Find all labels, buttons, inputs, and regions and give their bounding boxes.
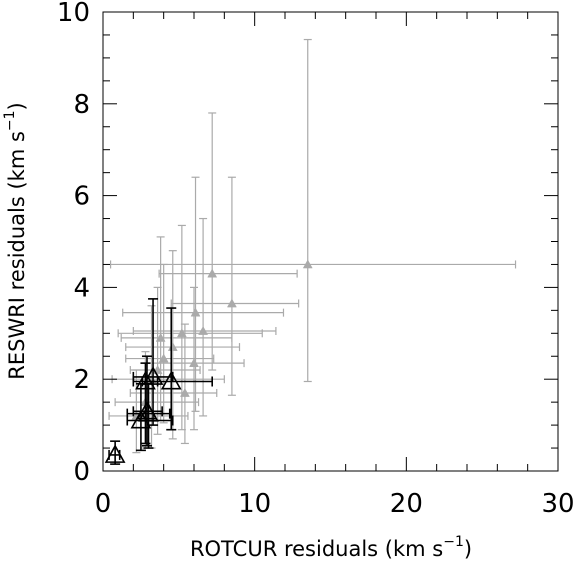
- filled-triangle-point: [132, 217, 277, 417]
- x-tick-label: 30: [541, 489, 574, 519]
- filled-triangle-marker: [179, 387, 190, 397]
- filled-triangle-point: [158, 112, 298, 371]
- filled-triangle-marker: [190, 307, 201, 317]
- y-tick-label: 4: [73, 273, 90, 303]
- x-axis-label: ROTCUR residuals (km s−1): [190, 534, 472, 561]
- y-tick-label: 10: [57, 0, 90, 28]
- filled-triangle-point: [109, 38, 517, 383]
- open-triangle-point: [104, 440, 126, 465]
- x-tick-label: 20: [390, 489, 423, 519]
- axes: 0 10 20 30 0 2 4 6 8 10: [57, 0, 575, 519]
- open-triangle-point: [132, 355, 163, 447]
- filled-triangle-point: [170, 176, 300, 396]
- filled-triangle-marker: [176, 328, 187, 338]
- filled-triangle-marker: [155, 332, 166, 342]
- x-tick-label: 0: [95, 489, 112, 519]
- filled-triangle-marker: [302, 259, 313, 269]
- filled-triangle-point: [125, 263, 215, 424]
- filled-triangle-point: [117, 224, 263, 431]
- filled-triangle-marker: [226, 298, 237, 308]
- plot-area: [104, 38, 517, 465]
- open-triangle-marker: [142, 366, 164, 385]
- open-triangle-marker: [160, 370, 182, 390]
- y-tick-label: 0: [73, 457, 90, 487]
- open-triangle-marker: [136, 400, 158, 420]
- filled-triangle-marker: [207, 268, 218, 278]
- y-axis-label: RESWRI residuals (km s−1): [2, 102, 29, 380]
- open-triangle-point: [132, 362, 159, 445]
- filled-triangle-point: [144, 286, 245, 431]
- filled-triangle-point: [129, 286, 201, 435]
- open-triangle-marker: [135, 370, 156, 390]
- y-tick-label: 6: [73, 182, 90, 212]
- filled-triangle-marker: [198, 325, 209, 335]
- filled-triangle-marker: [158, 353, 169, 363]
- open-triangle-marker: [104, 444, 126, 463]
- open-triangle-point: [132, 298, 174, 426]
- y-tick-label: 8: [73, 90, 90, 120]
- y-tick-label: 2: [73, 365, 90, 395]
- filled-triangle-point: [114, 351, 200, 449]
- filled-triangle-marker: [189, 358, 199, 367]
- open-triangle-point: [141, 307, 213, 431]
- x-tick-label: 10: [238, 489, 271, 519]
